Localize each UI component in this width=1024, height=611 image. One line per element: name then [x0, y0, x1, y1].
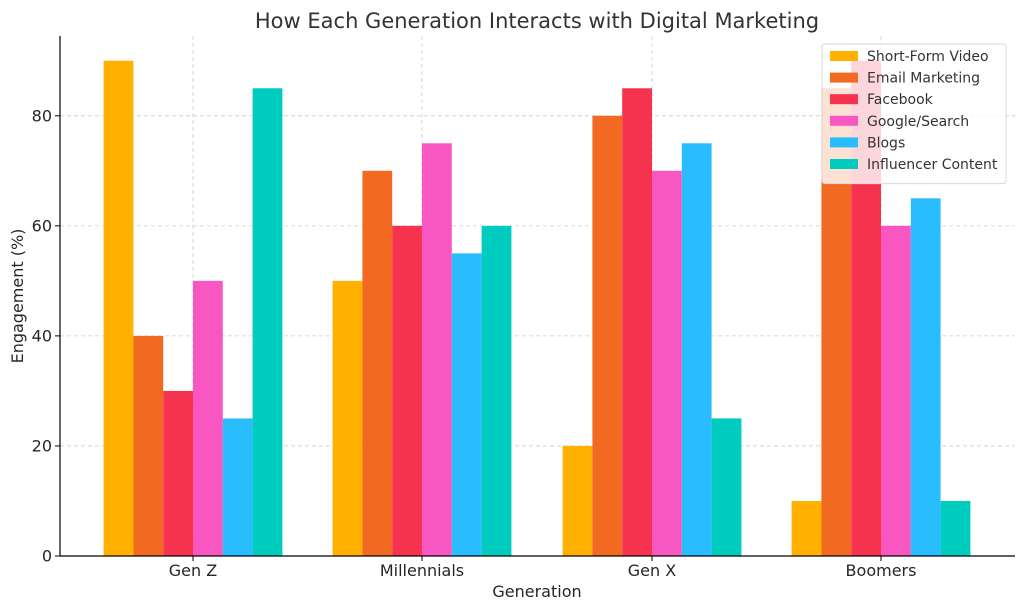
y-tick-label: 0 [42, 547, 52, 566]
axes-layer: 0 20 40 60 80 Gen Z Millennials Gen X Boomers [32, 36, 1015, 580]
x-tick-label: Boomers [846, 561, 917, 580]
legend-entry: Influencer Content [867, 157, 998, 173]
bar [881, 225, 911, 557]
legend-swatch [830, 159, 858, 169]
bar [451, 253, 482, 556]
bar [622, 88, 652, 556]
bar [422, 143, 452, 557]
bar [940, 500, 971, 556]
bars-layer [103, 60, 971, 557]
bar [392, 225, 422, 557]
bar [332, 280, 363, 556]
bar [681, 143, 712, 557]
bar [791, 500, 822, 556]
bar [652, 170, 682, 556]
legend-entry: Facebook [867, 92, 934, 108]
y-tick-label: 80 [32, 106, 52, 125]
legend-entry: Short-Form Video [867, 49, 989, 65]
chart-title: How Each Generation Interacts with Digit… [255, 9, 819, 33]
x-tick-label: Gen X [628, 561, 676, 580]
bar [252, 88, 283, 556]
bar [562, 445, 593, 556]
legend-swatch [830, 115, 858, 126]
legend: Short-Form Video Email Marketing Facebook G… [821, 43, 1007, 185]
legend-swatch [830, 51, 858, 61]
legend-frame [821, 43, 1007, 185]
y-tick-label: 60 [32, 216, 52, 235]
bar [481, 225, 512, 557]
bar [910, 198, 941, 556]
x-tick-label: Millennials [380, 561, 464, 580]
y-tick-label: 20 [32, 436, 52, 455]
bar [103, 60, 134, 557]
y-axis-label: Engagement (%) [8, 229, 27, 364]
bar [592, 115, 623, 556]
bar [163, 390, 193, 556]
legend-swatch [830, 72, 858, 83]
bar [133, 335, 164, 556]
bar [711, 418, 742, 556]
bar [193, 280, 223, 556]
legend-entry: Google/Search [867, 114, 969, 130]
legend-swatch [830, 137, 858, 148]
legend-swatch [830, 94, 858, 105]
bar [222, 418, 253, 556]
bar [362, 170, 393, 556]
y-tick-label: 40 [32, 326, 52, 345]
x-tick-label: Gen Z [169, 561, 217, 580]
x-axis-label: Generation [492, 582, 581, 601]
legend-entry: Email Marketing [867, 71, 980, 87]
legend-entry: Blogs [867, 135, 905, 151]
